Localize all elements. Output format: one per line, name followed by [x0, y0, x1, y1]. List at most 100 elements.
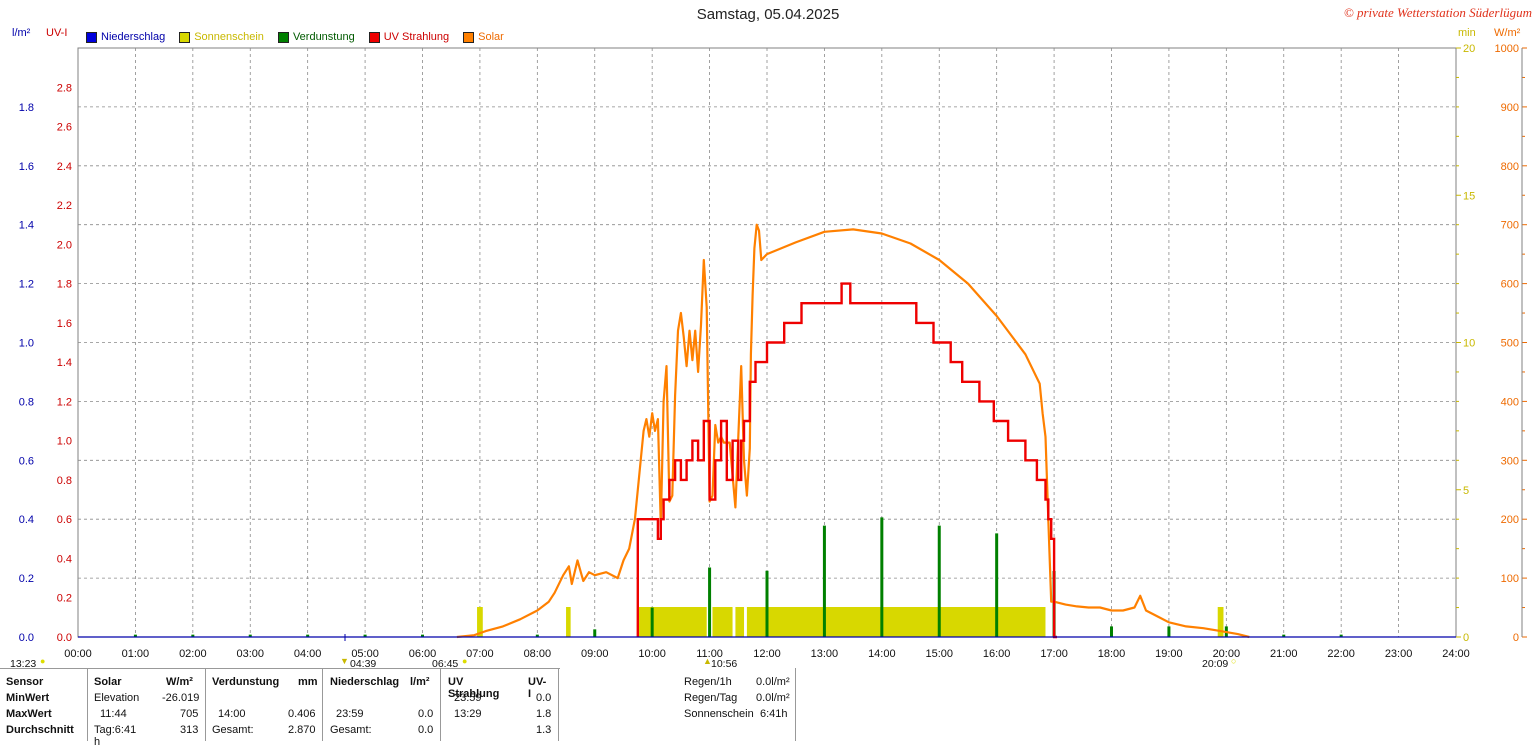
sunshine-tick-label: 20: [1463, 43, 1475, 55]
solar-tick-label: 500: [1501, 338, 1519, 350]
stats-extra-label-1: Regen/Tag: [684, 692, 738, 704]
precip-tick-label: 0.8: [19, 396, 34, 408]
x-tick-label: 09:00: [581, 648, 609, 660]
x-tick-label: 14:00: [868, 648, 896, 660]
time-marker-sunset: 20:09: [1202, 658, 1229, 670]
x-tick-label: 02:00: [179, 648, 207, 660]
precip-tick-label: 1.6: [19, 161, 34, 173]
stats-solar-max-val: 705: [180, 708, 199, 720]
stats-nied-max-time: 23:59: [336, 708, 364, 720]
solar-tick-label: 800: [1501, 161, 1519, 173]
x-tick-label: 10:00: [638, 648, 666, 660]
uv-line: [636, 282, 1057, 639]
uv-tick-label: 2.8: [57, 82, 72, 94]
stats-min-label: MinWert: [6, 692, 50, 704]
sun-down-icon: ▼: [340, 656, 349, 666]
solar-tick-label: 1000: [1495, 43, 1519, 55]
uv-tick-label: 0.4: [57, 553, 72, 565]
stats-verd-total-label: Gesamt:: [212, 724, 254, 736]
sunshine-tick-label: 15: [1463, 190, 1475, 202]
sunshine-block: [746, 607, 1046, 637]
solar-tick-label: 600: [1501, 279, 1519, 291]
stats-uv-unit: UV-I: [528, 676, 547, 700]
uv-tick-label: 0.6: [57, 514, 72, 526]
sunset-icon: ○: [1231, 656, 1237, 666]
precip-tick-label: 0.0: [19, 632, 34, 644]
solar-tick-label: 700: [1501, 220, 1519, 232]
chart-title: Samstag, 05.04.2025: [696, 6, 840, 23]
solar-tick-label: 0: [1513, 632, 1519, 644]
precip-tick-label: 1.2: [19, 279, 34, 291]
stats-solar-min-time: Elevation: [94, 692, 140, 704]
x-tick-label: 21:00: [1270, 648, 1298, 660]
x-tick-label: 03:00: [236, 648, 264, 660]
solar-tick-label: 200: [1501, 514, 1519, 526]
stats-solar-header: Solar: [94, 676, 122, 688]
x-tick-label: 17:00: [1040, 648, 1068, 660]
time-marker-left: 13:23: [10, 658, 37, 670]
legend-swatch: [368, 31, 380, 43]
legend-swatch: [463, 31, 475, 43]
stats-extra-value-0: 0.0l/m²: [756, 676, 790, 688]
x-tick-label: 05:00: [351, 648, 379, 660]
sunshine-tick-label: 10: [1463, 338, 1475, 350]
legend-item-solar: Solar: [463, 31, 504, 43]
legend-label: Verdunstung: [292, 31, 355, 43]
stats-verd-max-val: 0.406: [288, 708, 316, 720]
uv-tick-label: 1.8: [57, 279, 72, 291]
x-tick-label: 08:00: [524, 648, 552, 660]
x-tick-label: 01:00: [122, 648, 150, 660]
x-tick-label: 00:00: [64, 648, 92, 660]
stats-verd-header: Verdunstung: [212, 676, 280, 688]
stats-uv-header: UV Strahlung: [448, 676, 500, 700]
legend-item-niederschlag: Niederschlag: [86, 31, 165, 43]
stats-extra-value-2: 6:41h: [760, 708, 788, 720]
stats-nied-total-label: Gesamt:: [330, 724, 372, 736]
sunshine-block: [735, 607, 745, 637]
stats-verd-total-val: 2.870: [288, 724, 316, 736]
uv-tick-label: 1.0: [57, 436, 72, 448]
stats-nied-max-val: 0.0: [418, 708, 434, 720]
solar-tick-label: 900: [1501, 102, 1519, 114]
stats-uv-max-time: 13:29: [454, 708, 482, 720]
sunshine-block: [712, 607, 733, 637]
stats-extra-value-1: 0.0l/m²: [756, 692, 790, 704]
stats-uv-min-time: 23:59: [454, 692, 482, 704]
legend-item-sonnenschein: Sonnenschein: [179, 31, 264, 43]
legend-swatch: [179, 31, 191, 43]
stats-solar-avg-time: Tag:6:41 h: [94, 724, 137, 748]
sunshine-tick-label: 5: [1463, 485, 1469, 497]
solar-tick-label: 100: [1501, 573, 1519, 585]
precip-tick-label: 0.2: [19, 573, 34, 585]
precip-tick-label: 1.4: [19, 220, 34, 232]
x-tick-label: 06:00: [409, 648, 437, 660]
time-marker-noon: 10:56: [711, 658, 738, 670]
stats-uv-min-val: 0.0: [536, 692, 552, 704]
legend-label: UV Strahlung: [383, 31, 450, 43]
sunshine-block: [1217, 607, 1224, 637]
x-tick-label: 23:00: [1385, 648, 1413, 660]
uv-tick-label: 2.0: [57, 239, 72, 251]
stats-nied-header: Niederschlag: [330, 676, 400, 688]
x-tick-label: 19:00: [1155, 648, 1183, 660]
stats-solar-max-time: 11:44: [100, 708, 127, 720]
weather-chart: 00:00 01:00 02:00 03:00 04:00 05:00 06:00 07:00…: [19, 43, 1527, 660]
stats-nied-total-val: 0.0: [418, 724, 434, 736]
stats-nied-unit: l/m²: [410, 676, 430, 688]
x-tick-label: 07:00: [466, 648, 494, 660]
legend-label: Solar: [478, 31, 504, 43]
x-tick-label: 15:00: [925, 648, 953, 660]
legend-swatch: [277, 31, 289, 43]
sunrise-icon: ●: [462, 656, 468, 666]
station-credit: © private Wetterstation Süderlügum: [1343, 5, 1532, 20]
legend-label: Niederschlag: [101, 31, 166, 43]
sun-icon: ●: [40, 656, 46, 666]
legend-swatch: [86, 31, 97, 43]
precip-tick-label: 1.0: [19, 338, 34, 350]
chart-legend: Niederschlag Sonnenschein Verdunstung UV…: [86, 31, 518, 43]
stats-extra-label-0: Regen/1h: [684, 676, 732, 688]
solar-tick-label: 300: [1501, 455, 1519, 467]
sunshine-tick-label: 0: [1463, 632, 1469, 644]
legend-item-uv: UV Strahlung: [368, 31, 450, 43]
uv-tick-label: 1.2: [57, 396, 72, 408]
